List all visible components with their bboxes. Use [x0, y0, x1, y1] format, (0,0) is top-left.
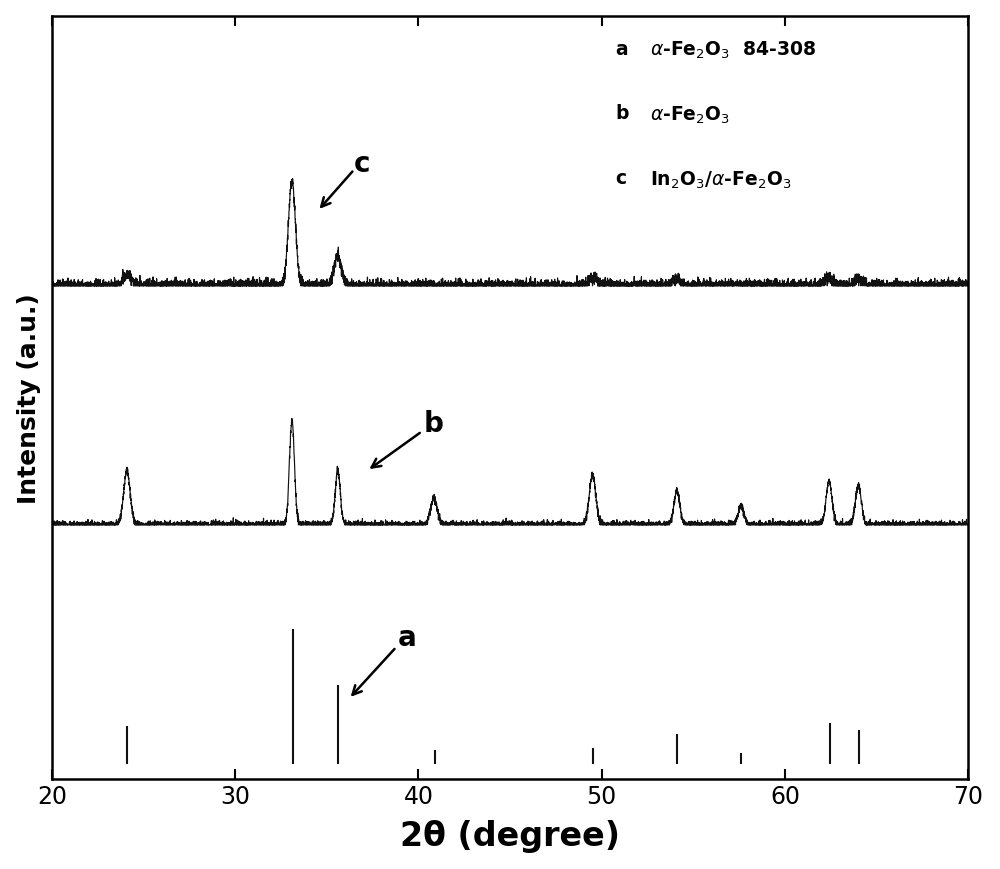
Text: $\bf{b}$: $\bf{b}$ — [615, 104, 630, 123]
Text: a: a — [398, 623, 417, 651]
Text: In$_2$O$_3$/$\alpha$-Fe$_2$O$_3$: In$_2$O$_3$/$\alpha$-Fe$_2$O$_3$ — [650, 169, 792, 190]
X-axis label: 2θ (degree): 2θ (degree) — [400, 819, 620, 852]
Text: $\alpha$-Fe$_2$O$_3$: $\alpha$-Fe$_2$O$_3$ — [650, 104, 730, 126]
Text: $\bf{a}$: $\bf{a}$ — [615, 39, 629, 58]
Text: $\alpha$-Fe$_2$O$_3$  84-308: $\alpha$-Fe$_2$O$_3$ 84-308 — [650, 39, 817, 61]
Text: b: b — [423, 409, 443, 437]
Y-axis label: Intensity (a.u.): Intensity (a.u.) — [17, 293, 41, 503]
Text: c: c — [353, 150, 370, 178]
Text: $\bf{c}$: $\bf{c}$ — [615, 169, 627, 189]
